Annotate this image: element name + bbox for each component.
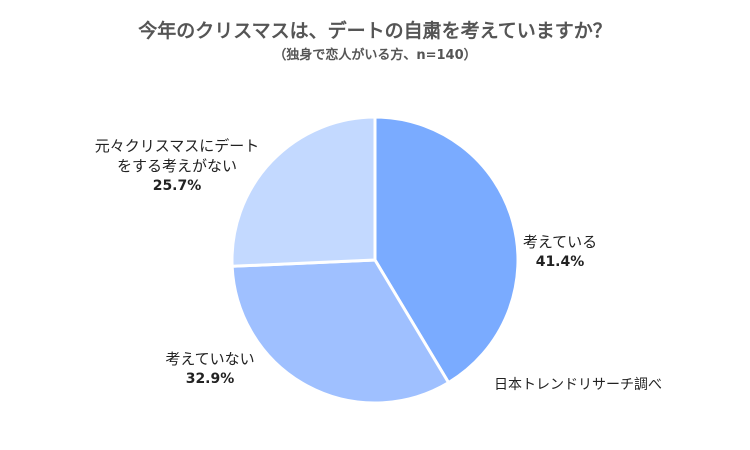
slice-no-plans — [230, 115, 377, 268]
slice-value-label: 32.9% — [185, 371, 235, 387]
slice-label-text-line1: 元々クリスマスにデート — [94, 137, 260, 155]
slice-value-label: 25.7% — [152, 178, 202, 194]
chart-subtitle: （独身で恋人がいる方、n=140） — [273, 48, 477, 63]
slice-value-label: 41.4% — [535, 254, 585, 270]
source-note: 日本トレンドリサーチ調べ — [494, 377, 662, 393]
slice-label-text: 考えている — [522, 233, 598, 251]
chart-title: 今年のクリスマスは、デートの自粛を考えていますか？ — [138, 20, 612, 42]
slice-label-not-considering: 考えていない 32.9% — [140, 349, 280, 389]
slice-not-considering — [230, 258, 451, 405]
slice-label-text-line2: をする考えがない — [116, 157, 237, 175]
slice-label-considering: 考えている 41.4% — [500, 232, 620, 272]
slice-label-no-plans: 元々クリスマスにデート をする考えがない 25.7% — [72, 136, 282, 196]
slice-label-text: 考えていない — [165, 350, 255, 368]
slice-considering — [373, 115, 520, 385]
